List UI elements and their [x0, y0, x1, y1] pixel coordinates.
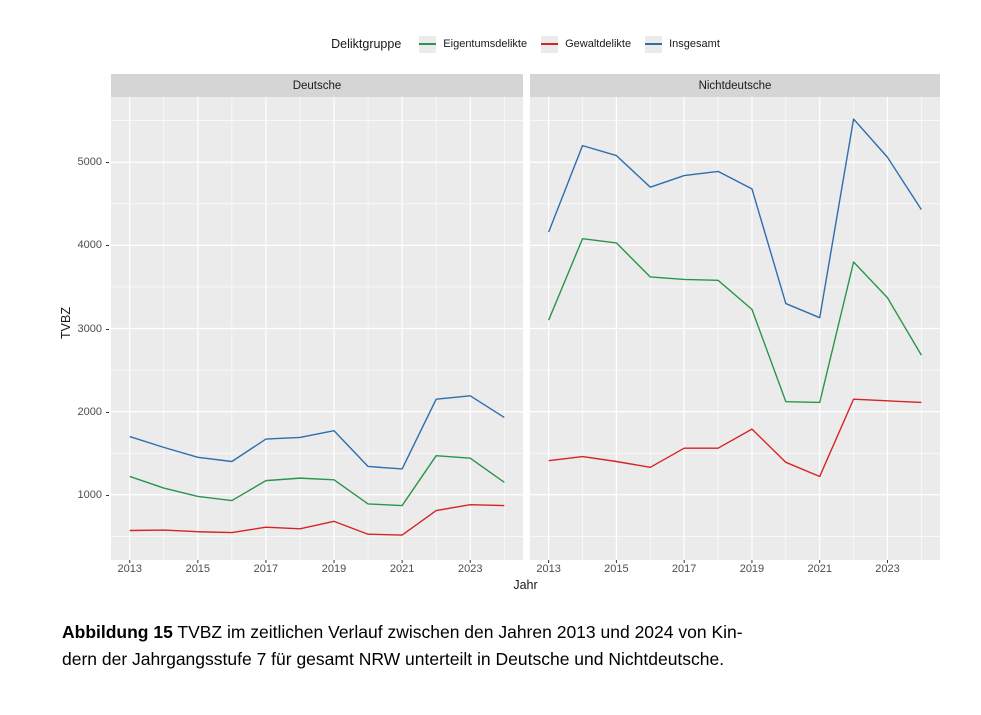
caption-figure-number: Abbildung 15: [62, 622, 173, 642]
facet-nichtdeutsche: Nichtdeutsche 2013 2015 2017 2019 2021 2023: [530, 74, 940, 575]
x-tick-label: 2017: [671, 563, 697, 575]
x-axis-tick-labels-deutsche: 2013 2015 2017 2019 2021 2023: [111, 563, 523, 577]
facet-deutsche: Deutsche 2013 2015 2017 2019 2021 2023: [111, 74, 523, 575]
legend: Deliktgruppe Eigentumsdelikte Gewaltdeli…: [111, 30, 940, 58]
series-line-gewaltdelikte: [129, 504, 505, 536]
legend-item-gewaltdelikte: Gewaltdelikte: [541, 35, 632, 53]
caption-text: TVBZ im zeitlichen Verlauf zwischen den …: [172, 622, 743, 642]
x-tick-label: 2013: [536, 563, 561, 575]
legend-title: Deliktgruppe: [331, 37, 402, 51]
x-axis-tick-labels-nichtdeutsche: 2013 2015 2017 2019 2021 2023: [530, 563, 940, 577]
x-tick-label: 2023: [875, 563, 900, 575]
legend-label: Gewaltdelikte: [565, 38, 632, 50]
legend-label: Insgesamt: [669, 38, 720, 50]
x-tick-label: 2019: [739, 563, 765, 575]
x-axis-title: Jahr: [513, 578, 538, 592]
x-tick-label: 2013: [117, 563, 142, 575]
facet-strip-nichtdeutsche: Nichtdeutsche: [530, 74, 940, 97]
series-line-gewaltdelikte: [548, 398, 922, 478]
y-tick-label: 3000: [77, 322, 102, 335]
legend-item-eigentumsdelikte: Eigentumsdelikte: [419, 35, 528, 53]
legend-item-insgesamt: Insgesamt: [645, 35, 720, 53]
figure-caption: Abbildung 15 TVBZ im zeitlichen Verlauf …: [62, 619, 930, 673]
blue-line-key-icon: [645, 43, 663, 45]
x-tick-label: 2019: [321, 563, 347, 575]
caption-line-1: Abbildung 15 TVBZ im zeitlichen Verlauf …: [62, 619, 930, 646]
series-line-eigentumsdelikte: [129, 454, 505, 507]
series-line-insgesamt: [129, 395, 505, 470]
red-line-key-icon: [541, 43, 559, 45]
legend-label: Eigentumsdelikte: [443, 38, 528, 50]
x-tick-label: 2015: [604, 563, 629, 575]
y-tick-mark: [106, 162, 109, 164]
y-axis-tick-labels: 1000 2000 3000 4000 5000: [0, 97, 102, 560]
y-tick-label: 5000: [77, 156, 102, 169]
panel-nichtdeutsche: [530, 97, 940, 563]
legend-key-box: [541, 35, 559, 53]
x-tick-label: 2021: [807, 563, 832, 575]
y-tick-label: 4000: [77, 239, 102, 252]
y-tick-mark: [106, 245, 109, 247]
legend-key-box: [419, 35, 437, 53]
facet-strip-deutsche: Deutsche: [111, 74, 523, 97]
series-line-insgesamt: [547, 118, 922, 319]
y-tick-label: 1000: [77, 488, 102, 501]
y-tick-mark: [106, 328, 109, 330]
caption-line-2: dern der Jahrgangsstufe 7 für gesamt NRW…: [62, 649, 725, 669]
x-tick-label: 2017: [253, 563, 279, 575]
y-tick-mark: [106, 411, 109, 413]
x-tick-label: 2015: [185, 563, 211, 575]
y-axis-tick-marks: [102, 97, 111, 560]
panel-deutsche: [111, 97, 523, 563]
x-tick-label: 2023: [457, 563, 483, 575]
green-line-key-icon: [419, 43, 437, 45]
legend-key-box: [645, 35, 663, 53]
y-tick-label: 2000: [77, 405, 102, 418]
series-line-eigentumsdelikte: [547, 238, 922, 404]
x-tick-label: 2021: [389, 563, 415, 575]
y-tick-mark: [106, 494, 109, 496]
